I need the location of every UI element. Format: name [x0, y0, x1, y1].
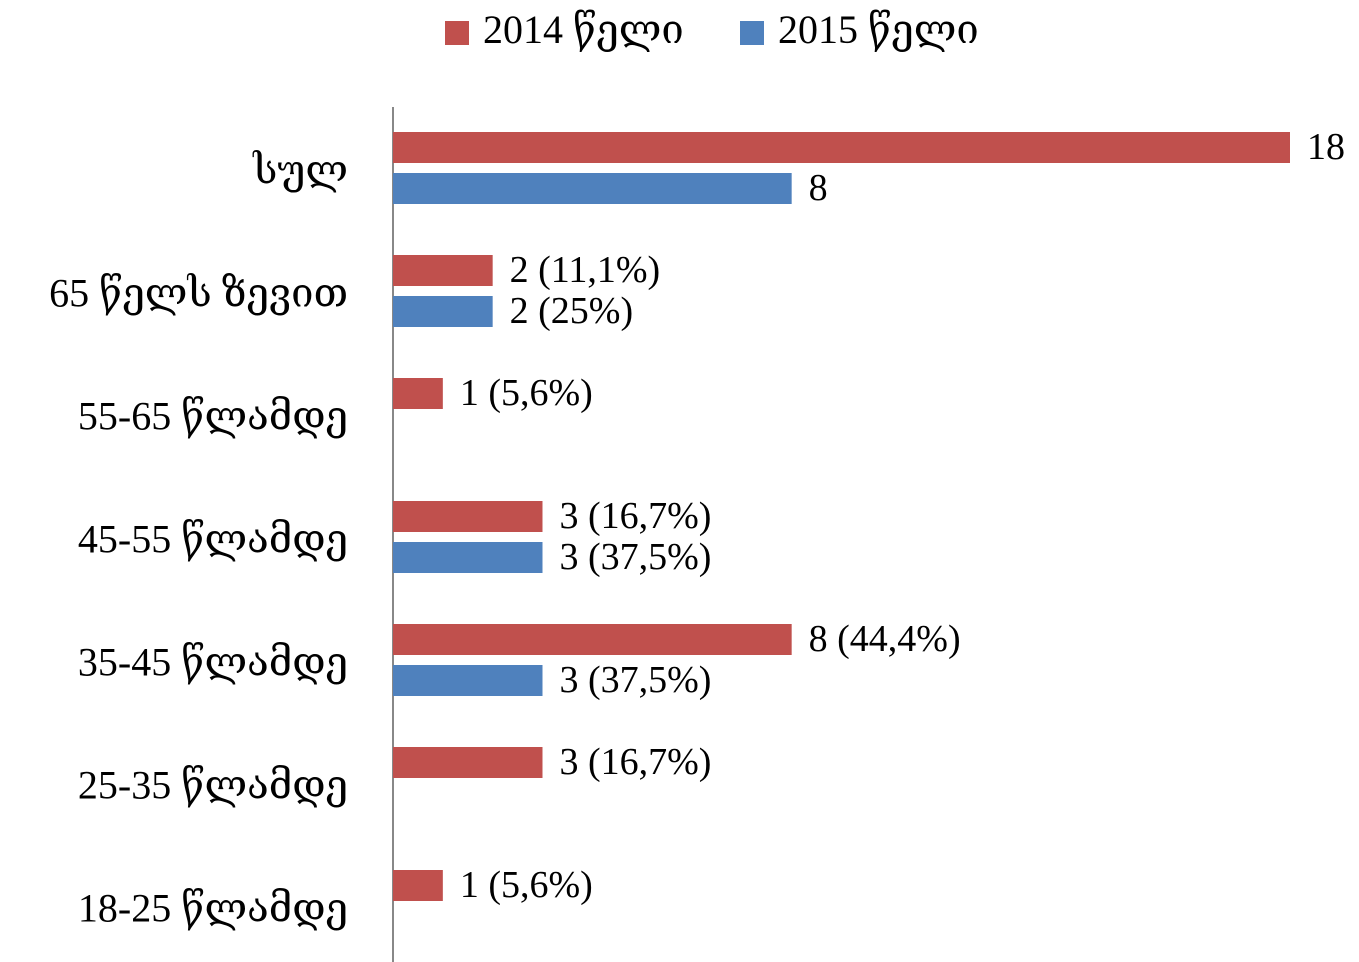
bar	[393, 665, 543, 696]
legend-label: 2015 წელი	[778, 7, 979, 52]
category-label: 18-25 წლამდე	[78, 886, 348, 931]
data-label: 8 (44,4%)	[809, 618, 961, 660]
bar	[393, 296, 493, 327]
bar	[393, 870, 443, 901]
bar	[393, 501, 543, 532]
data-label: 18	[1307, 126, 1345, 168]
data-label: 1 (5,6%)	[460, 864, 593, 906]
data-label: 2 (11,1%)	[510, 249, 661, 291]
category-label: 45-55 წლამდე	[78, 517, 348, 562]
data-label: 3 (37,5%)	[560, 659, 712, 701]
category-label: 55-65 წლამდე	[78, 394, 348, 439]
bar	[393, 378, 443, 409]
legend-swatch	[445, 21, 469, 45]
data-label: 3 (37,5%)	[560, 536, 712, 578]
category-label: სულ	[252, 148, 348, 193]
category-label: 25-35 წლამდე	[78, 763, 348, 808]
legend-swatch	[740, 21, 764, 45]
bar	[393, 132, 1290, 163]
category-label: 65 წელს ზევით	[49, 271, 348, 316]
data-label: 1 (5,6%)	[460, 372, 593, 414]
bar	[393, 747, 543, 778]
bar	[393, 255, 493, 286]
legend-label: 2014 წელი	[483, 7, 684, 52]
category-label: 35-45 წლამდე	[78, 640, 348, 685]
data-label: 3 (16,7%)	[560, 495, 712, 537]
bar	[393, 624, 792, 655]
bar	[393, 542, 543, 573]
data-label: 8	[809, 167, 828, 209]
data-label: 3 (16,7%)	[560, 741, 712, 783]
data-label: 2 (25%)	[510, 290, 633, 332]
bar	[393, 173, 792, 204]
